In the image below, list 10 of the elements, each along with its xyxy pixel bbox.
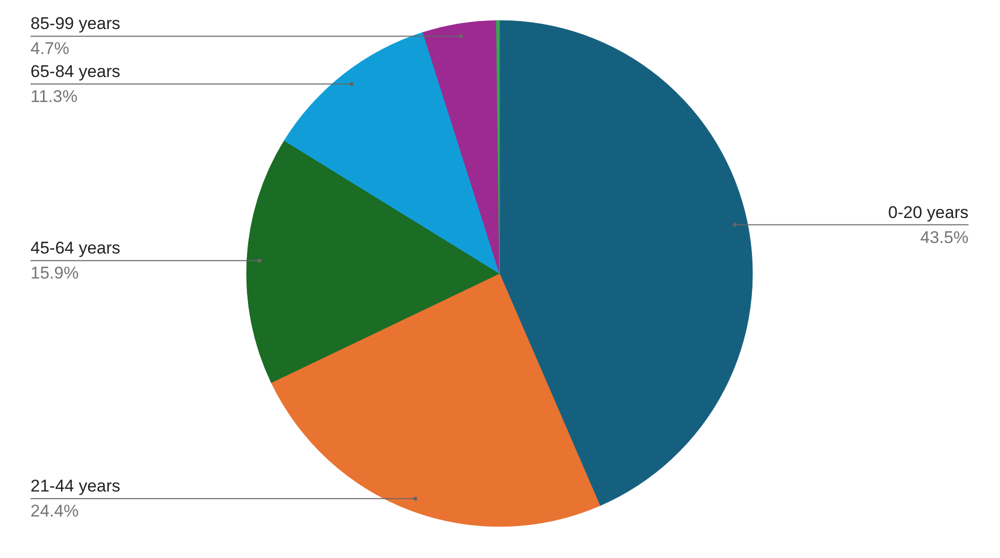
slice-label: 21-44 years: [30, 476, 120, 496]
slice-label: 65-84 years: [30, 62, 120, 82]
slice-label: 45-64 years: [30, 238, 120, 258]
data-label: 4.7%: [30, 39, 70, 58]
data-label: 43.5%: [920, 228, 968, 247]
data-label: 15.9%: [30, 264, 79, 283]
data-label: 11.3%: [30, 87, 78, 106]
slice-label: 0-20 years: [888, 202, 969, 222]
data-label: 24.4%: [30, 502, 79, 521]
slice-label: 85-99 years: [30, 14, 120, 34]
